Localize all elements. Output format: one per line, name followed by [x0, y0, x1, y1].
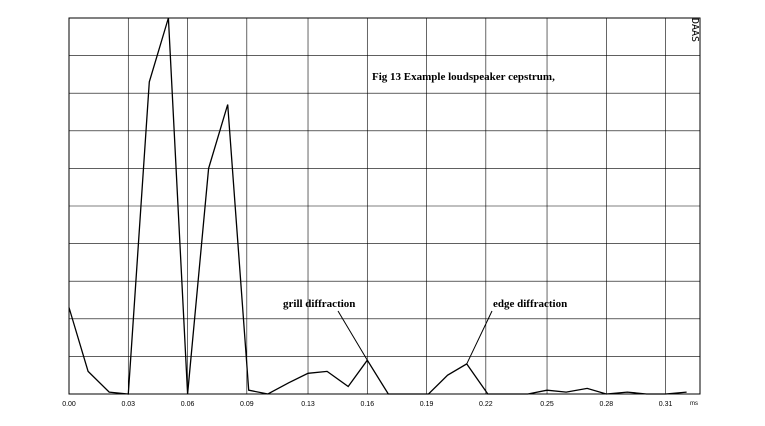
- x-tick-label: 0.31: [659, 401, 673, 408]
- series-line: [68, 17, 687, 395]
- x-tick-label: 0.28: [599, 401, 613, 408]
- annotation-leader: [466, 310, 493, 365]
- annotation-label: edge diffraction: [493, 298, 567, 310]
- x-axis-ticks: 0.00 0.03 0.06 0.09 0.13 0.16 0.19 0.22 0.25 0.28…: [62, 401, 672, 408]
- x-tick-label: 0.19: [420, 401, 434, 408]
- x-tick-label: 0.22: [479, 401, 493, 408]
- x-tick-label: 0.16: [360, 401, 374, 408]
- annotation-leader: [337, 310, 368, 361]
- annotations: grill diffraction edge diffraction: [283, 298, 567, 365]
- x-tick-label: 0.09: [240, 401, 254, 408]
- x-unit-label: ms: [690, 401, 698, 407]
- x-tick-label: 0.00: [62, 401, 76, 408]
- grid: [69, 18, 700, 394]
- x-tick-label: 0.25: [540, 401, 554, 408]
- daas-logo: DAAS: [689, 18, 700, 42]
- series-layer: [68, 17, 687, 395]
- x-tick-label: 0.13: [301, 401, 315, 408]
- x-tick-label: 0.03: [121, 401, 135, 408]
- x-tick-label: 0.06: [181, 401, 195, 408]
- chart-title: Fig 13 Example loudspeaker cepstrum,: [372, 71, 555, 83]
- plot-frame: [68, 17, 701, 395]
- annotation-label: grill diffraction: [283, 298, 355, 310]
